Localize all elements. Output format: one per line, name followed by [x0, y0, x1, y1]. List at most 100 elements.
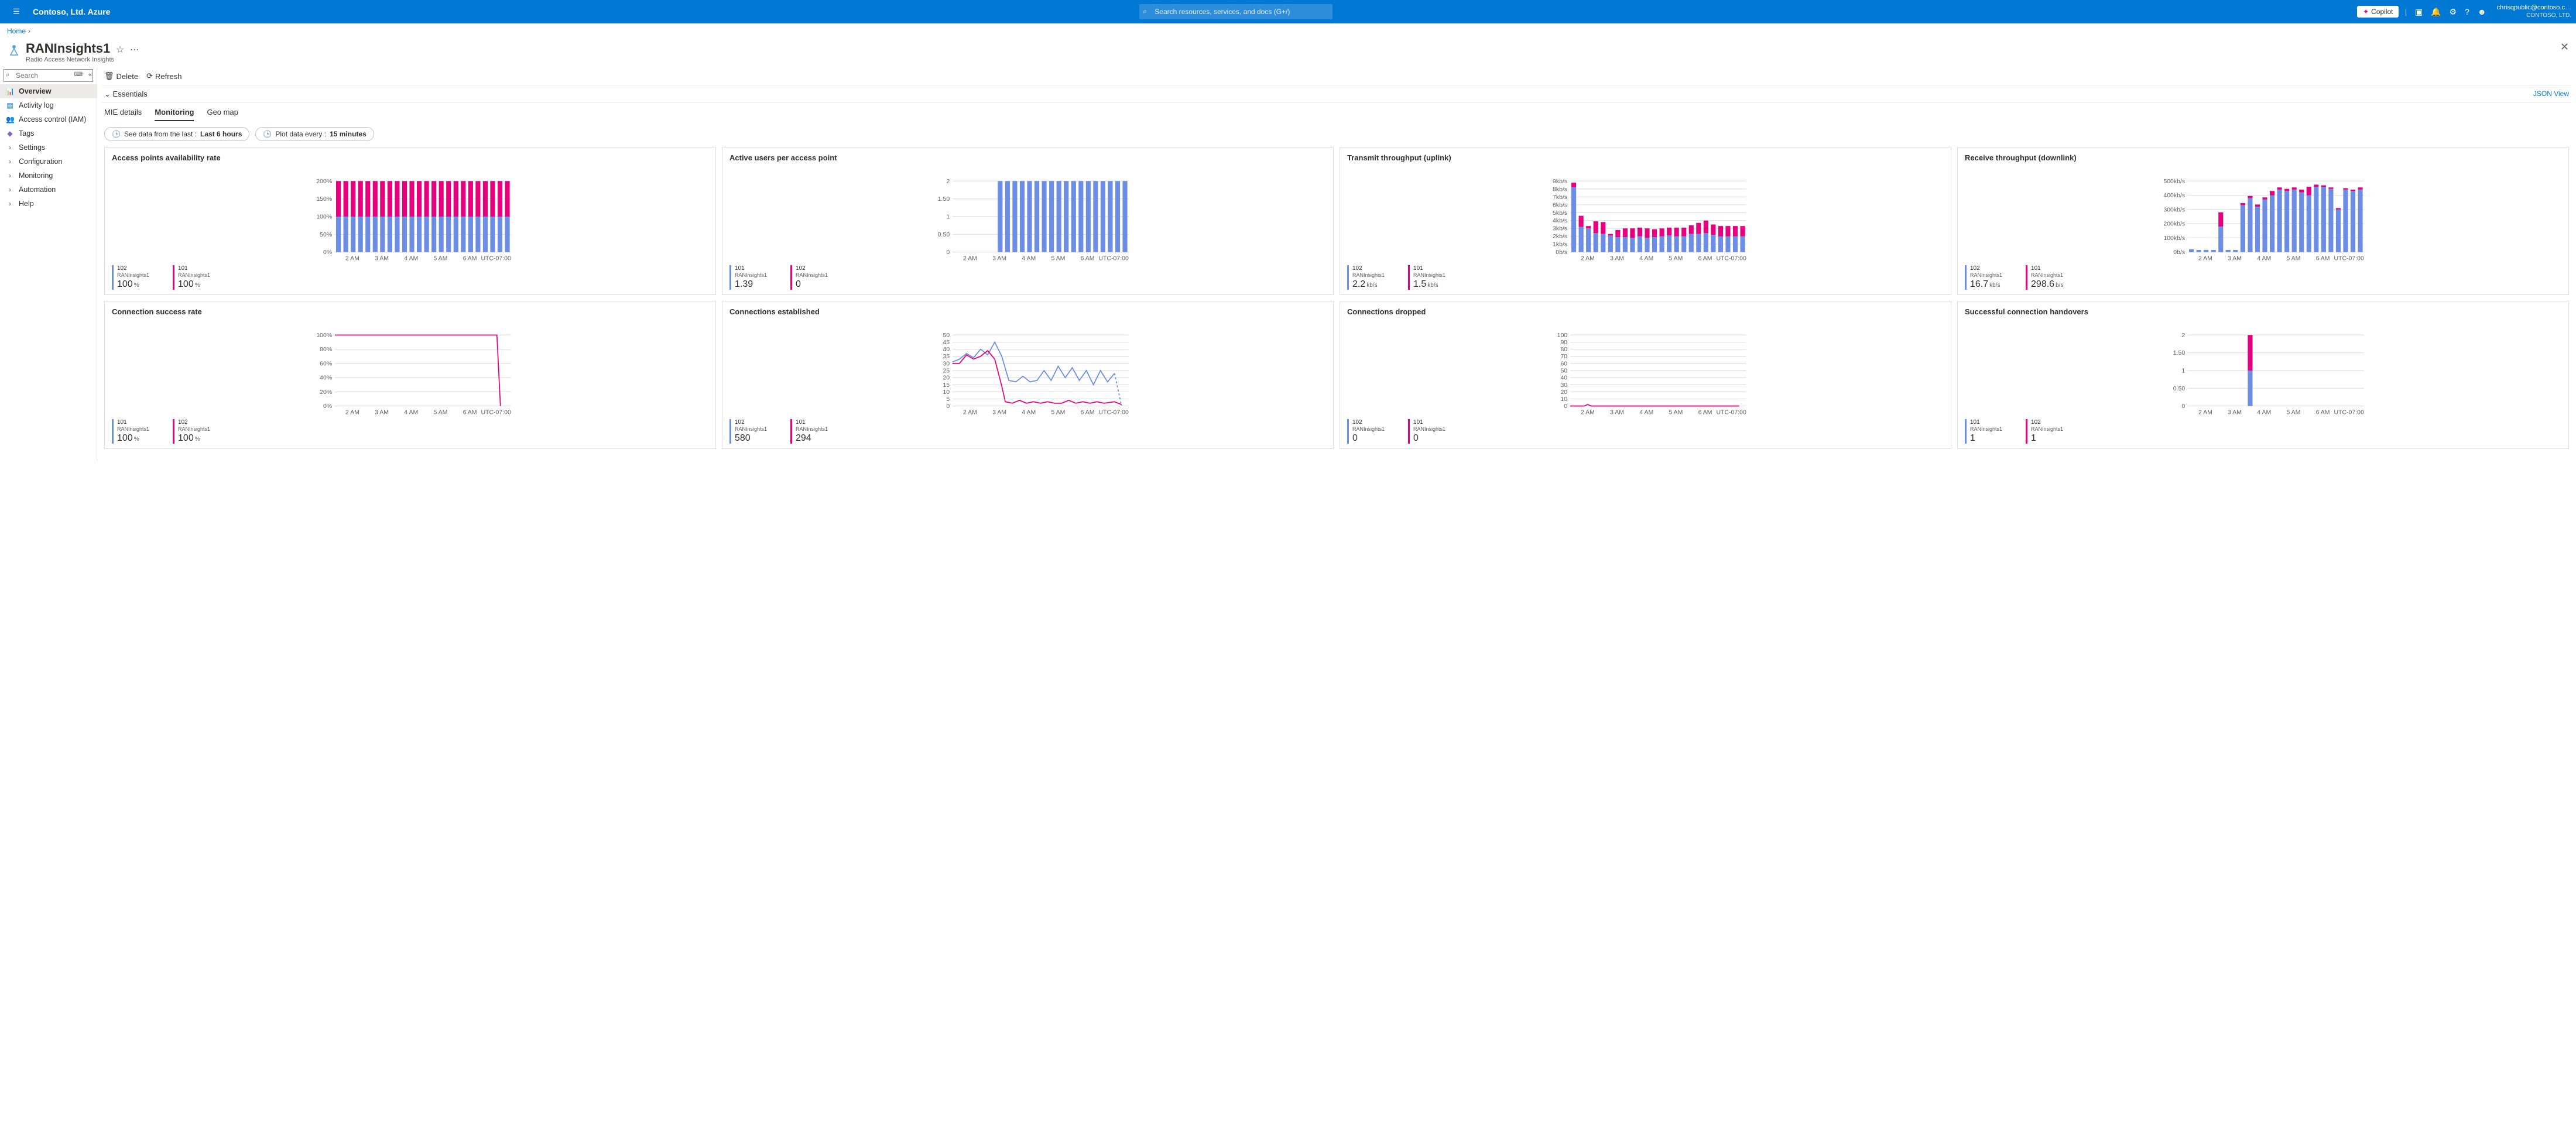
legend-item[interactable]: 101RANInsights1100%	[112, 419, 149, 444]
time-value: Last 6 hours	[200, 130, 242, 138]
nav-item-automation[interactable]: ›Automation	[0, 183, 97, 197]
feedback-icon[interactable]: ☻	[2478, 7, 2486, 16]
svg-text:3 AM: 3 AM	[992, 255, 1006, 262]
more-actions-icon[interactable]: ⋯	[130, 45, 139, 55]
resource-header: RANInsights1 ☆ ⋯ Radio Access Network In…	[0, 39, 2576, 68]
nav-item-overview[interactable]: 📊Overview	[0, 84, 97, 98]
time-range-pill[interactable]: 🕒 See data from the last : Last 6 hours	[104, 127, 249, 141]
series-source: RANInsights1	[178, 426, 210, 433]
favorite-star-icon[interactable]: ☆	[116, 45, 124, 55]
chart-plot[interactable]: 00.5011.5022 AM3 AM4 AM5 AM6 AMUTC-07:00	[1965, 334, 2564, 416]
series-id: 102	[1970, 265, 2002, 272]
chart-legend: 101RANInsights1100% 102RANInsights1100%	[112, 419, 711, 444]
legend-item[interactable]: 102RANInsights1100%	[173, 419, 210, 444]
breadcrumb-home[interactable]: Home	[7, 27, 26, 35]
legend-item[interactable]: 102RANInsights1580	[729, 419, 767, 444]
breadcrumb: Home ›	[0, 23, 2576, 39]
svg-text:3 AM: 3 AM	[1610, 255, 1624, 262]
svg-text:4 AM: 4 AM	[404, 409, 418, 416]
nav-item-monitoring[interactable]: ›Monitoring	[0, 169, 97, 183]
help-icon[interactable]: ?	[2465, 7, 2469, 16]
keyboard-icon[interactable]: ⌨	[74, 71, 83, 78]
legend-item[interactable]: 101RANInsights1298.6b/s	[2026, 265, 2063, 290]
legend-item[interactable]: 101RANInsights11	[1965, 419, 2002, 444]
interval-pill[interactable]: 🕒 Plot data every : 15 minutes	[255, 127, 374, 141]
settings-gear-icon[interactable]: ⚙	[2450, 7, 2457, 17]
svg-text:3 AM: 3 AM	[1610, 409, 1624, 416]
legend-item[interactable]: 102RANInsights10	[790, 265, 828, 290]
user-account[interactable]: chrisqpublic@contoso.c… CONTOSO, LTD.	[2492, 4, 2571, 19]
svg-text:1: 1	[2181, 367, 2185, 374]
svg-text:3 AM: 3 AM	[992, 409, 1006, 416]
series-source: RANInsights1	[117, 272, 149, 279]
nav-item-activity-log[interactable]: ▤Activity log	[0, 98, 97, 112]
refresh-button[interactable]: ⟳Refresh	[146, 71, 181, 81]
chart-legend: 102RANInsights10 101RANInsights10	[1347, 419, 1946, 444]
svg-text:6 AM: 6 AM	[1698, 255, 1712, 262]
nav-item-help[interactable]: ›Help	[0, 197, 97, 211]
svg-text:40: 40	[943, 346, 950, 353]
json-view-link[interactable]: JSON View	[2533, 90, 2569, 99]
legend-item[interactable]: 102RANInsights116.7kb/s	[1965, 265, 2002, 290]
series-source: RANInsights1	[1970, 272, 2002, 279]
notifications-icon[interactable]: 🔔	[2431, 7, 2441, 17]
tab-geo-map[interactable]: Geo map	[207, 108, 238, 121]
svg-text:40: 40	[1560, 375, 1567, 382]
series-id: 102	[796, 265, 828, 272]
essentials-toggle[interactable]: ⌄ Essentials	[104, 90, 148, 99]
chevron-right-icon: ›	[6, 172, 14, 180]
chart-plot[interactable]: 00.5011.5022 AM3 AM4 AM5 AM6 AMUTC-07:00	[729, 180, 1328, 262]
legend-item[interactable]: 101RANInsights11.39	[729, 265, 767, 290]
svg-text:6 AM: 6 AM	[1081, 255, 1095, 262]
chart-plot[interactable]: 01020304050607080901002 AM3 AM4 AM5 AM6 …	[1347, 334, 1946, 416]
series-source: RANInsights1	[735, 272, 767, 279]
delete-button[interactable]: 🗑Delete	[104, 71, 138, 81]
chart-card: Receive throughput (downlink)0b/s100kb/s…	[1957, 147, 2569, 295]
legend-item[interactable]: 102RANInsights12.2kb/s	[1347, 265, 1385, 290]
nav-item-configuration[interactable]: ›Configuration	[0, 155, 97, 169]
svg-text:0: 0	[2181, 403, 2185, 410]
chart-plot[interactable]: 0%20%40%60%80%100%2 AM3 AM4 AM5 AM6 AMUT…	[112, 334, 711, 416]
series-id: 102	[2031, 419, 2063, 426]
legend-item[interactable]: 102RANInsights11	[2026, 419, 2063, 444]
svg-text:35: 35	[943, 353, 950, 360]
nav-label: Settings	[19, 143, 45, 152]
chart-plot[interactable]: 0b/s100kb/s200kb/s300kb/s400kb/s500kb/s2…	[1965, 180, 2564, 262]
chart-plot[interactable]: 0%50%100%150%200%2 AM3 AM4 AM5 AM6 AMUTC…	[112, 180, 711, 262]
legend-item[interactable]: 101RANInsights11.5kb/s	[1408, 265, 1445, 290]
svg-text:6 AM: 6 AM	[1698, 409, 1712, 416]
global-search-input[interactable]	[1139, 4, 1332, 19]
chart-plot[interactable]: 0b/s1kb/s2kb/s3kb/s4kb/s5kb/s6kb/s7kb/s8…	[1347, 180, 1946, 262]
chart-legend: 102RANInsights12.2kb/s 101RANInsights11.5…	[1347, 265, 1946, 290]
svg-text:4 AM: 4 AM	[1022, 409, 1036, 416]
portal-brand[interactable]: Contoso, Ltd. Azure	[28, 7, 115, 16]
series-source: RANInsights1	[796, 272, 828, 279]
legend-item[interactable]: 102RANInsights10	[1347, 419, 1385, 444]
nav-item-settings[interactable]: ›Settings	[0, 140, 97, 155]
content-area: 🗑Delete ⟳Refresh ⌄ Essentials JSON View …	[97, 68, 2576, 461]
nav-item-tags[interactable]: ◆Tags	[0, 126, 97, 140]
tab-monitoring[interactable]: Monitoring	[155, 108, 194, 121]
chart-plot[interactable]: 051015202530354045502 AM3 AM4 AM5 AM6 AM…	[729, 334, 1328, 416]
tab-mie-details[interactable]: MIE details	[104, 108, 142, 121]
close-blade-icon[interactable]: ✕	[2560, 41, 2569, 53]
legend-item[interactable]: 101RANInsights10	[1408, 419, 1445, 444]
chart-card: Connection success rate0%20%40%60%80%100…	[104, 301, 716, 449]
nav-label: Configuration	[19, 157, 62, 166]
collapse-menu-icon[interactable]: «	[88, 71, 92, 78]
svg-text:300kb/s: 300kb/s	[2163, 206, 2185, 213]
legend-item[interactable]: 101RANInsights1100%	[173, 265, 210, 290]
svg-text:2: 2	[946, 178, 950, 185]
svg-text:3 AM: 3 AM	[2228, 409, 2242, 416]
chart-legend: 102RANInsights1100% 101RANInsights1100%	[112, 265, 711, 290]
nav-item-access-control-iam-[interactable]: 👥Access control (IAM)	[0, 112, 97, 126]
cloud-shell-icon[interactable]: ▣	[2415, 7, 2423, 17]
series-value: 100	[117, 433, 133, 443]
series-source: RANInsights1	[117, 426, 149, 433]
svg-text:1kb/s: 1kb/s	[1553, 241, 1567, 248]
series-value: 1	[2031, 433, 2036, 443]
copilot-button[interactable]: ✦ Copilot	[2357, 6, 2399, 18]
legend-item[interactable]: 102RANInsights1100%	[112, 265, 149, 290]
legend-item[interactable]: 101RANInsights1294	[790, 419, 828, 444]
hamburger-icon[interactable]: ☰	[5, 7, 28, 16]
